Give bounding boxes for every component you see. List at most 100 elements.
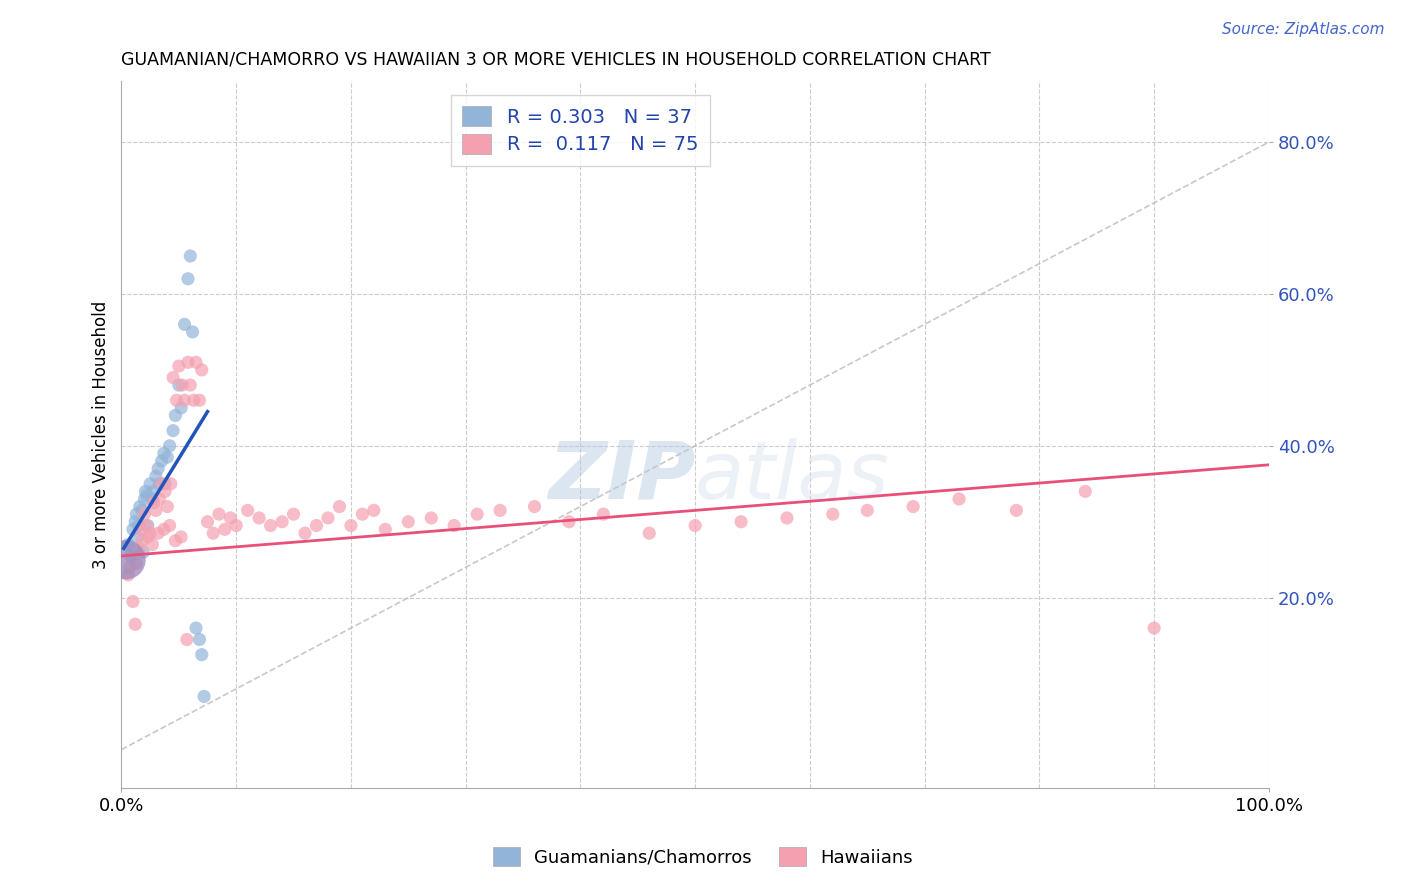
Point [856,503,879,517]
Point [132,545,155,559]
Point [125,557,148,571]
Point [184,621,207,635]
Point [730,515,752,529]
Point [120,549,142,563]
Point [271,515,294,529]
Point [179,249,201,263]
Legend: R = 0.303   N = 37, R =  0.117   N = 75: R = 0.303 N = 37, R = 0.117 N = 75 [451,95,710,166]
Point [420,511,443,525]
Point [316,511,339,525]
Point [159,439,181,453]
Point [153,476,176,491]
Point [139,476,162,491]
Text: atlas: atlas [695,438,890,516]
Point [131,533,153,548]
Point [236,503,259,517]
Text: ZIP: ZIP [548,438,695,516]
Point [167,359,190,373]
Point [150,454,173,468]
Point [141,491,163,506]
Point [188,632,211,647]
Point [184,355,207,369]
Point [1143,621,1166,635]
Point [148,491,170,506]
Point [340,518,363,533]
Point [776,511,799,525]
Point [156,500,179,514]
Point [901,500,924,514]
Point [135,484,157,499]
Point [117,537,139,551]
Point [1074,484,1097,499]
Point [190,363,212,377]
Point [142,496,165,510]
Point [948,491,970,506]
Point [523,500,546,514]
Point [153,484,176,499]
Point [328,500,350,514]
Point [136,530,159,544]
Point [592,507,614,521]
Text: GUAMANIAN/CHAMORRO VS HAWAIIAN 3 OR MORE VEHICLES IN HOUSEHOLD CORRELATION CHART: GUAMANIAN/CHAMORRO VS HAWAIIAN 3 OR MORE… [121,51,991,69]
Point [363,503,385,517]
Point [465,507,488,521]
Text: Source: ZipAtlas.com: Source: ZipAtlas.com [1222,22,1385,37]
Point [489,503,512,517]
Point [166,393,188,408]
Point [214,522,236,536]
Point [165,409,187,423]
Point [167,378,190,392]
Point [294,526,316,541]
Legend: Guamanians/Chamorros, Hawaiians: Guamanians/Chamorros, Hawaiians [485,840,921,874]
Point [139,526,162,541]
Point [179,378,201,392]
Point [443,518,465,533]
Point [148,476,170,491]
Point [115,553,138,567]
Point [135,488,157,502]
Point [153,446,176,460]
Point [219,511,242,525]
Point [128,518,150,533]
Point [396,515,419,529]
Point [122,594,145,608]
Point [142,484,165,499]
Point [122,522,145,536]
Point [156,450,179,465]
Point [202,526,225,541]
Point [135,518,157,533]
Point [162,424,184,438]
Point [128,541,150,556]
Point [131,503,153,517]
Point [197,515,219,529]
Point [162,370,184,384]
Point [177,272,200,286]
Point [170,530,193,544]
Point [145,503,167,517]
Point [183,393,205,408]
Point [150,476,173,491]
Point [128,500,150,514]
Point [146,526,169,541]
Point [159,518,181,533]
Point [125,507,148,521]
Point [153,522,176,536]
Point [136,518,159,533]
Point [193,690,215,704]
Point [117,568,139,582]
Point [208,507,231,521]
Point [124,617,146,632]
Point [283,507,305,521]
Y-axis label: 3 or more Vehicles in Household: 3 or more Vehicles in Household [93,301,110,568]
Point [118,560,141,574]
Point [558,515,581,529]
Point [134,491,156,506]
Point [190,648,212,662]
Point [129,522,152,536]
Point [176,632,198,647]
Point [127,530,149,544]
Point [188,393,211,408]
Point [165,533,187,548]
Point [374,522,396,536]
Point [225,518,247,533]
